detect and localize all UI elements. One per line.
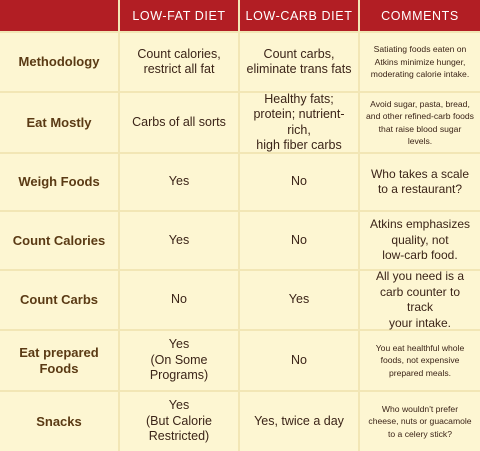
comment-text: Who wouldn't prefer cheese, nuts or guac… [360,392,480,451]
row-label: Weigh Foods [0,154,118,210]
low-fat-value: Yes [120,154,238,210]
low-fat-value: No [120,271,238,329]
low-carb-value: Yes [240,271,358,329]
row-label: Count Carbs [0,271,118,329]
header-comments: COMMENTS [360,0,480,31]
header-empty [0,0,118,31]
comment-text: Atkins emphasizes quality, not low-carb … [360,212,480,269]
table-row: Count Calories Yes No Atkins emphasizes qua… [0,212,480,269]
comment-text: All you need is a carb counter to track … [360,269,480,330]
low-fat-value: Yes [120,212,238,269]
low-fat-value: Count calories, restrict all fat [120,33,238,91]
low-carb-value: Yes, twice a day [240,392,358,451]
header-low-carb: LOW-CARB DIET [240,0,358,31]
comment-text: Satiating foods eaten on Atkins minimize… [360,33,480,91]
low-fat-value: Carbs of all sorts [120,93,238,152]
comment-text: You eat healthful whole foods, not expen… [360,331,480,390]
low-carb-value: No [240,154,358,210]
low-fat-value: Yes (But Calorie Restricted) [120,392,238,451]
row-label: Methodology [0,33,118,91]
row-label: Eat prepared Foods [0,331,118,390]
low-carb-value: Count carbs, eliminate trans fats [240,33,358,91]
table-row: Eat Mostly Carbs of all sorts Healthy fats… [0,92,480,152]
row-label: Snacks [0,392,118,451]
table-row: Eat prepared Foods Yes (On Some Programs)… [0,331,480,390]
header-low-fat: LOW-FAT DIET [120,0,238,31]
table-row: Weigh Foods Yes No Who takes a scale to a r… [0,154,480,210]
table-row: Methodology Count calories, restrict all … [0,33,480,91]
row-label: Count Calories [0,212,118,269]
table-row: Snacks Yes (But Calorie Restricted) Yes, t… [0,392,480,451]
row-label: Eat Mostly [0,93,118,152]
low-fat-value: Yes (On Some Programs) [120,331,238,390]
low-carb-value: No [240,212,358,269]
comment-text: Who takes a scale to a restaurant? [360,154,480,210]
table-row: Count Carbs No Yes All you need is a carb c… [0,269,480,330]
comment-text: Avoid sugar, pasta, bread, and other ref… [360,93,480,152]
low-carb-value: No [240,331,358,390]
low-carb-value: Healthy fats; protein; nutrient-rich, hi… [240,92,358,152]
